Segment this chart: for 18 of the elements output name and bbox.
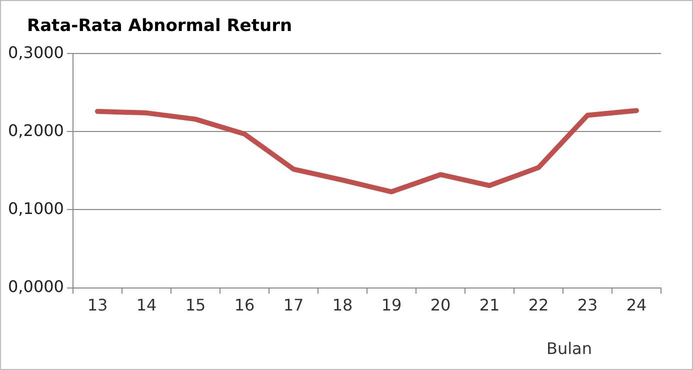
x-tick-label: 23 <box>577 296 598 315</box>
x-tick-label: 24 <box>626 296 647 315</box>
x-tick-label: 19 <box>381 296 402 315</box>
x-tick-label: 22 <box>528 296 549 315</box>
y-tick-label: 0,0000 <box>8 276 64 296</box>
x-tick-label: 21 <box>479 296 500 315</box>
chart-title: Rata-Rata Abnormal Return <box>27 16 292 36</box>
x-tick-label: 14 <box>136 296 157 315</box>
x-tick-label: 15 <box>185 296 206 315</box>
y-tick-label: 0,2000 <box>8 120 64 140</box>
x-tick-label: 17 <box>283 296 304 315</box>
x-tick-label: 16 <box>234 296 255 315</box>
y-tick-label: 0,1000 <box>8 198 64 218</box>
x-tick-label: 13 <box>87 296 108 315</box>
x-tick-label: 18 <box>332 296 353 315</box>
y-tick-label: 0,3000 <box>8 42 64 62</box>
x-tick-label: 20 <box>430 296 451 315</box>
x-axis-title: Bulan <box>546 339 592 358</box>
